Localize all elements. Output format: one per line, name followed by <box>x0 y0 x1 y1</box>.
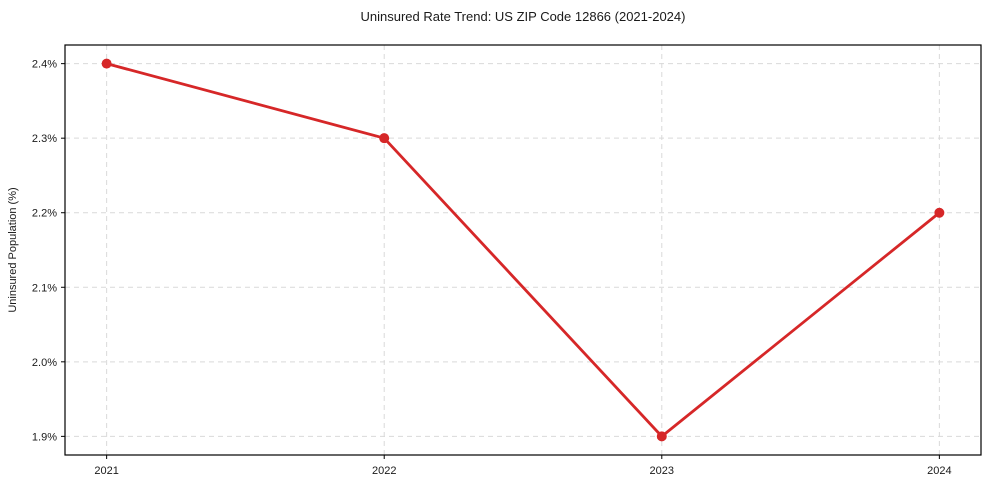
x-tick-label: 2021 <box>94 465 118 477</box>
x-tick-label: 2022 <box>372 465 396 477</box>
data-point <box>379 133 390 144</box>
data-point <box>101 58 112 69</box>
y-tick-label: 2.1% <box>32 282 57 294</box>
y-tick-label: 2.3% <box>32 133 57 145</box>
x-tick-label: 2023 <box>650 465 674 477</box>
data-point <box>934 207 945 218</box>
y-tick-label: 2.4% <box>32 59 57 71</box>
trend-line <box>105 62 941 438</box>
y-tick-label: 2.0% <box>32 357 57 369</box>
chart-title: Uninsured Rate Trend: US ZIP Code 12866 … <box>360 9 686 24</box>
y-tick-label: 2.2% <box>32 208 57 220</box>
x-tick-label: 2024 <box>927 465 951 477</box>
y-tick-label: 1.9% <box>32 431 57 443</box>
data-point <box>656 431 667 442</box>
plot-border <box>64 44 982 456</box>
